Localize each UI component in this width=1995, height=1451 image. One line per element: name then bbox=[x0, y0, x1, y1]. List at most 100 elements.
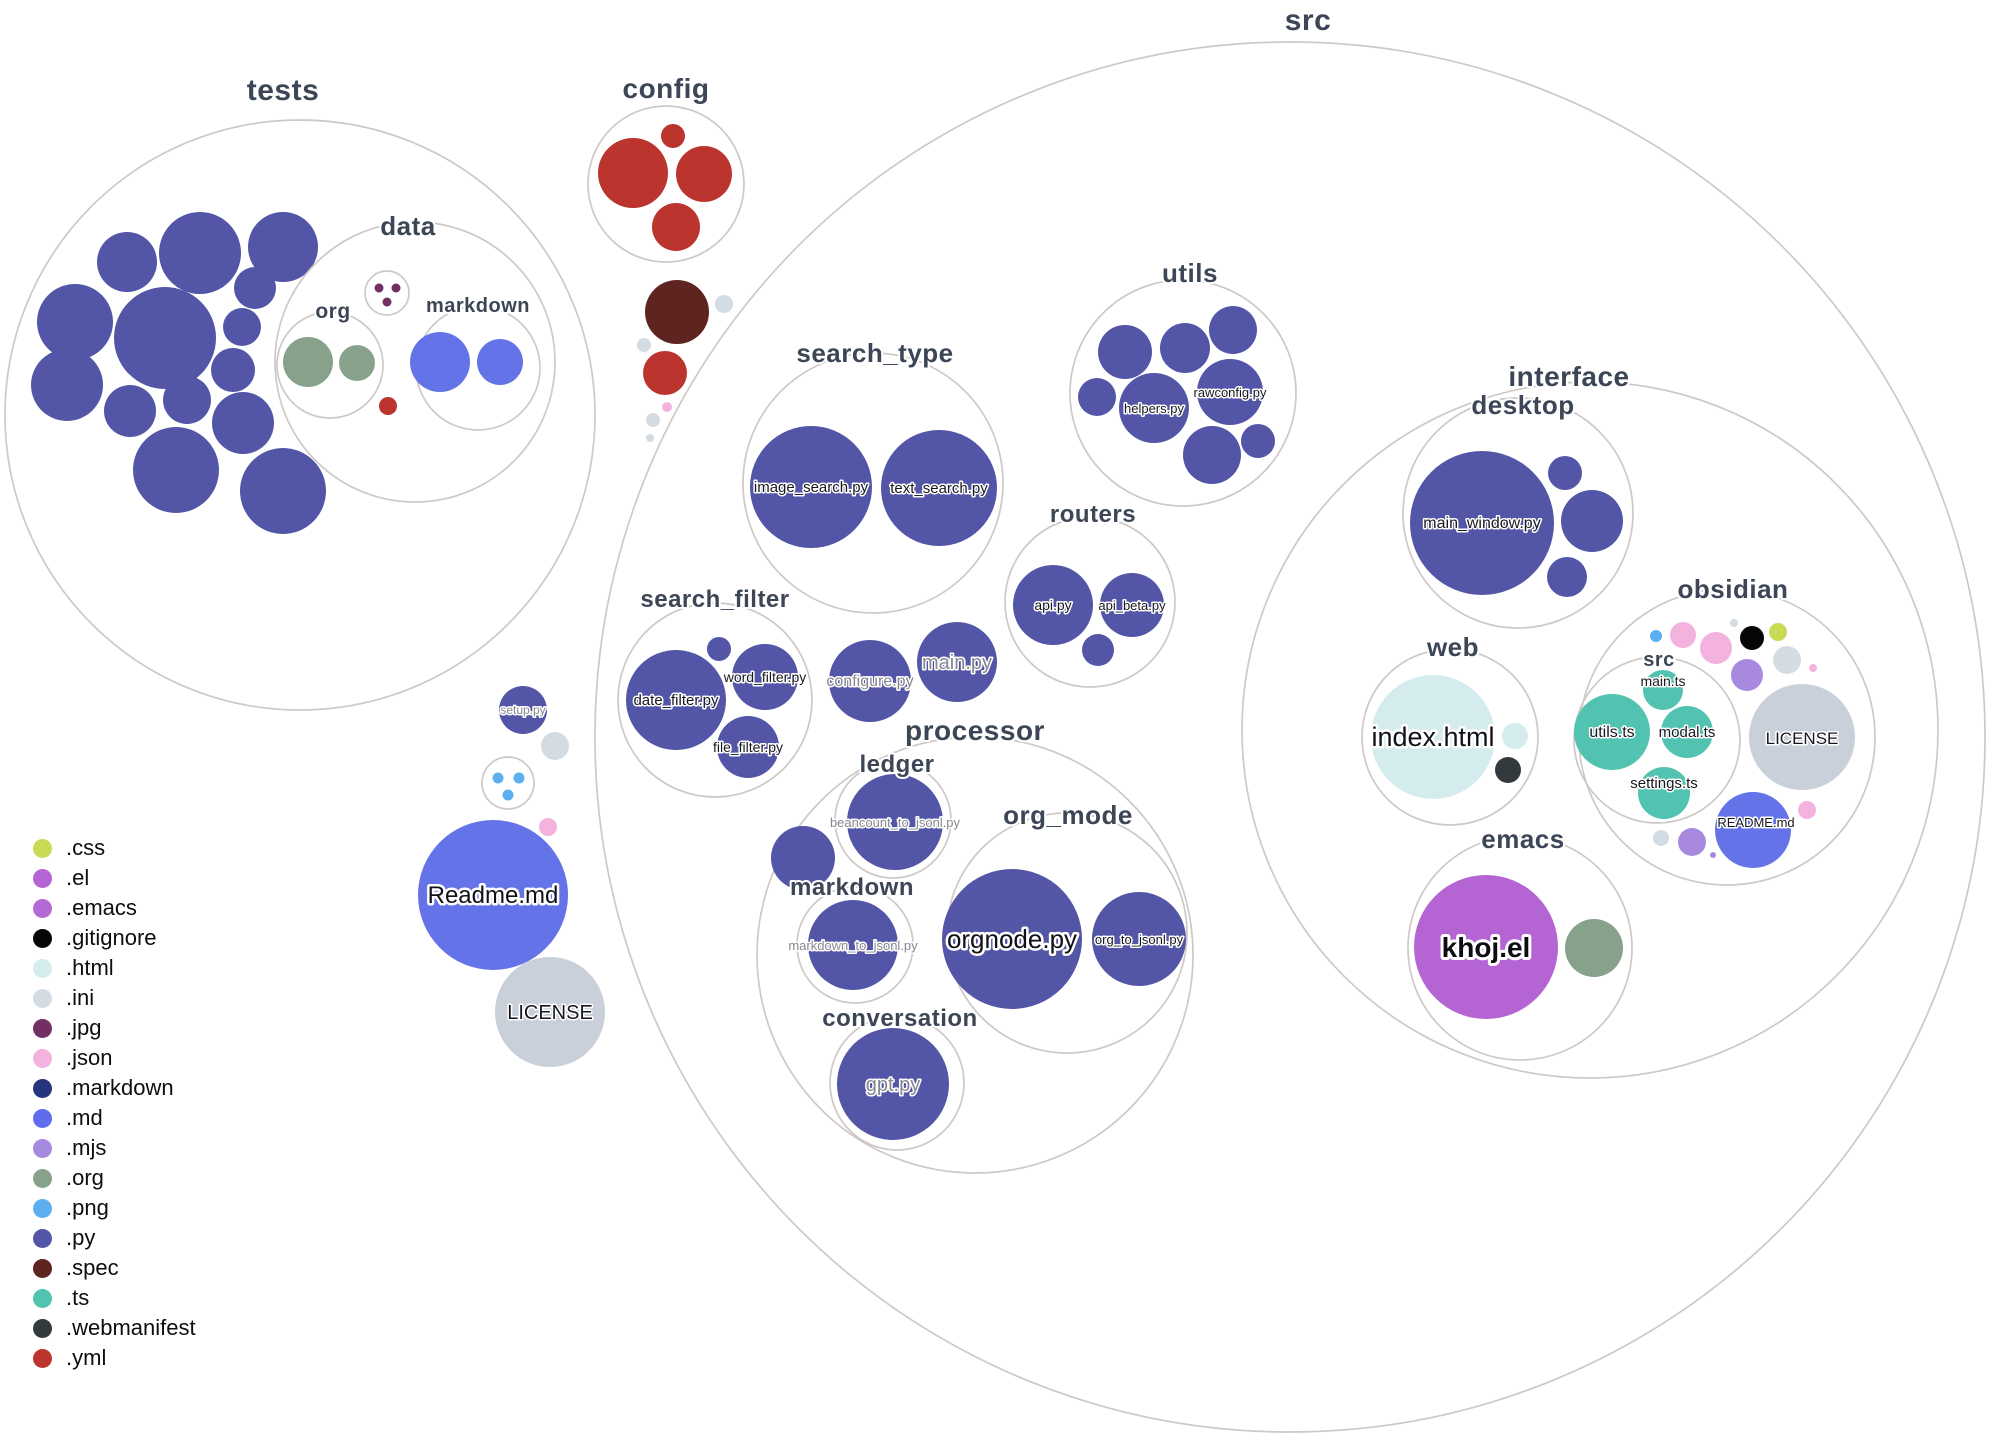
file-circle-ini bbox=[637, 338, 651, 352]
file-label-helpers.py: helpers.py bbox=[1124, 401, 1184, 416]
file-circle-md bbox=[410, 332, 470, 392]
file-circle-beancount_to_jsonl.py bbox=[847, 774, 943, 870]
legend-extension-label: .ts bbox=[66, 1285, 90, 1310]
file-circle-yml bbox=[652, 203, 700, 251]
folder-circle-utils bbox=[1069, 279, 1297, 507]
legend-item-html: .html bbox=[33, 953, 196, 983]
folder-circle-png-folder bbox=[481, 756, 535, 810]
folder-label-config: config bbox=[623, 73, 710, 104]
html-color-dot bbox=[33, 958, 52, 978]
file-circle-py bbox=[159, 212, 241, 294]
file-circle-setup.py bbox=[499, 686, 547, 734]
file-circle-utils.ts bbox=[1574, 694, 1650, 770]
file-circle-ini bbox=[541, 732, 569, 760]
file-label-index.html: index.html bbox=[1371, 722, 1494, 752]
folder-circle-web bbox=[1361, 648, 1539, 826]
folder-label-search_type: search_type bbox=[796, 338, 953, 368]
folder-label-search_filter: search_filter bbox=[640, 586, 789, 613]
file-circle-org bbox=[1565, 919, 1623, 977]
folder-label-src: src bbox=[1643, 649, 1675, 671]
file-circle-text_search.py bbox=[881, 430, 997, 546]
file-label-file_filter.py: file_filter.py bbox=[713, 739, 783, 755]
file-circle-configure.py bbox=[829, 640, 911, 722]
folder-circle-org bbox=[276, 311, 384, 419]
file-label-markdown_to_jsonl.py: markdown_to_jsonl.py bbox=[788, 938, 918, 953]
ini-color-dot bbox=[33, 988, 52, 1008]
legend-extension-label: .json bbox=[66, 1045, 113, 1070]
file-circle-py bbox=[1160, 323, 1210, 373]
file-circle-py bbox=[212, 392, 274, 454]
folder-circle-config bbox=[587, 105, 745, 263]
file-circle-LICENSE bbox=[1749, 684, 1855, 790]
file-label-Readme.md: Readme.md bbox=[428, 882, 559, 909]
file-label-image_search.py: image_search.py bbox=[754, 479, 869, 496]
file-circle-md bbox=[477, 339, 523, 385]
file-circle-py bbox=[1082, 634, 1114, 666]
file-circle-khoj.el bbox=[1414, 875, 1558, 1019]
folder-circle-emacs bbox=[1407, 835, 1633, 1061]
file-label-gpt.py: gpt.py bbox=[866, 1074, 920, 1096]
png-color-dot bbox=[33, 1198, 52, 1218]
file-circle-jpg bbox=[382, 297, 392, 307]
legend-item-yml: .yml bbox=[33, 1343, 196, 1373]
file-circle-jpg bbox=[391, 283, 401, 293]
file-label-settings.ts: settings.ts bbox=[1630, 775, 1698, 792]
file-circle-py bbox=[1241, 424, 1275, 458]
file-circle-py bbox=[1098, 325, 1152, 379]
folder-circle-ledger bbox=[834, 761, 952, 879]
file-circle-file_filter.py bbox=[717, 716, 779, 778]
el-color-dot bbox=[33, 868, 52, 888]
file-circle-py bbox=[1547, 557, 1587, 597]
file-circle-json bbox=[1700, 632, 1732, 664]
file-label-api_beta.py: api_beta.py bbox=[1098, 598, 1166, 613]
file-circle-gitignore bbox=[1740, 626, 1764, 650]
file-circle-markdown_to_jsonl.py bbox=[808, 900, 898, 990]
file-circle-ini bbox=[715, 295, 733, 313]
file-circle-py bbox=[1209, 306, 1257, 354]
file-label-setup.py: setup.py bbox=[500, 703, 545, 717]
file-circle-main.py bbox=[917, 622, 997, 702]
file-circle-png bbox=[502, 789, 514, 801]
file-circle-yml bbox=[598, 138, 668, 208]
folder-label-conversation: conversation bbox=[822, 1005, 977, 1032]
markdown-color-dot bbox=[33, 1078, 52, 1098]
folder-circle-search_filter bbox=[617, 602, 813, 798]
legend-item-markdown: .markdown bbox=[33, 1073, 196, 1103]
file-circle-main_window.py bbox=[1410, 451, 1554, 595]
jpg-color-dot bbox=[33, 1018, 52, 1038]
legend-item-emacs: .emacs bbox=[33, 893, 196, 923]
file-label-date_filter.py: date_filter.py bbox=[633, 692, 719, 709]
legend-item-webmanifest: .webmanifest bbox=[33, 1313, 196, 1343]
folder-label-interface: interface bbox=[1508, 361, 1629, 392]
legend-extension-label: .gitignore bbox=[66, 925, 157, 950]
folder-label-org_mode: org_mode bbox=[1003, 800, 1133, 830]
legend-item-css: .css bbox=[33, 833, 196, 863]
gitignore-color-dot bbox=[33, 928, 52, 948]
legend-item-py: .py bbox=[33, 1223, 196, 1253]
folder-circle-src bbox=[594, 41, 1986, 1433]
legend-extension-label: .el bbox=[66, 865, 90, 890]
org-color-dot bbox=[33, 1168, 52, 1188]
file-circle-png bbox=[492, 772, 504, 784]
file-label-utils.ts: utils.ts bbox=[1589, 724, 1634, 741]
file-label-text_search.py: text_search.py bbox=[890, 480, 988, 497]
legend-extension-label: .webmanifest bbox=[66, 1315, 196, 1340]
file-circle-py bbox=[1183, 426, 1241, 484]
file-circle-api.py bbox=[1013, 565, 1093, 645]
folder-label-data: data bbox=[380, 211, 436, 241]
legend-extension-label: .markdown bbox=[66, 1075, 174, 1100]
legend-extension-label: .md bbox=[66, 1105, 103, 1130]
file-circle-py bbox=[248, 212, 318, 282]
file-circle-json bbox=[662, 402, 672, 412]
file-label-org_to_jsonl.py: org_to_jsonl.py bbox=[1095, 932, 1184, 947]
folder-label-markdown: markdown bbox=[426, 295, 530, 317]
md-color-dot bbox=[33, 1108, 52, 1128]
legend: .css .el .emacs .gitignore .html .ini .jpg .jso… bbox=[33, 833, 196, 1373]
folder-circle-processor bbox=[756, 736, 1194, 1174]
file-circle-yml bbox=[379, 397, 397, 415]
file-circle-py bbox=[114, 287, 216, 389]
file-circle-json bbox=[1798, 801, 1816, 819]
legend-item-org: .org bbox=[33, 1163, 196, 1193]
